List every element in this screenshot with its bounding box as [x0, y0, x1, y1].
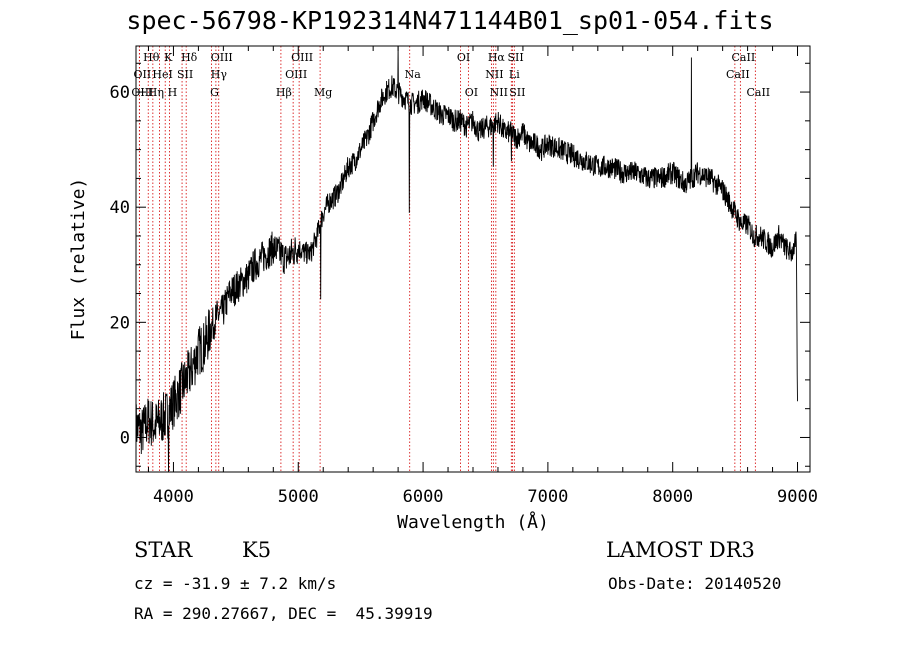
- obs-date: Obs-Date: 20140520: [608, 574, 782, 593]
- line-label-10: HeI: [152, 68, 172, 81]
- survey-label: LAMOST DR3: [606, 538, 755, 562]
- line-label-25: NII: [490, 86, 508, 99]
- line-label-23: Mg: [314, 86, 332, 99]
- y-tick-label-20: 20: [110, 313, 130, 333]
- line-label-0: Hθ: [143, 51, 160, 64]
- redshift-cz: cz = -31.9 ± 7.2 km/s: [134, 574, 337, 593]
- line-label-19: Hη: [148, 86, 164, 99]
- line-label-24: OI: [465, 86, 478, 99]
- line-label-15: NII: [485, 68, 503, 81]
- chart-title: spec-56798-KP192314N471144B01_sp01-054.f…: [126, 6, 774, 35]
- y-axis-label: Flux (relative): [68, 178, 89, 341]
- x-axis-label: Wavelength (Å): [397, 511, 549, 533]
- line-label-4: OIII: [291, 51, 313, 64]
- plot-frame: [135, 45, 811, 473]
- object-class: STAR: [134, 538, 193, 562]
- line-label-21: G: [210, 86, 219, 99]
- line-label-1: K: [164, 51, 173, 64]
- line-label-26: SII: [509, 86, 525, 99]
- line-label-9: OII: [134, 68, 152, 81]
- x-tick-label-9000: 9000: [777, 487, 818, 507]
- line-label-22: Hβ: [276, 86, 292, 99]
- x-tick-label-7000: 7000: [527, 487, 568, 507]
- object-subclass: K5: [242, 538, 272, 562]
- x-tick-label-6000: 6000: [403, 487, 444, 507]
- x-tick-label-4000: 4000: [153, 487, 194, 507]
- coordinates: RA = 290.27667, DEC = 45.39919: [134, 604, 433, 623]
- line-label-12: Hγ: [211, 68, 228, 81]
- line-label-2: Hδ: [181, 51, 198, 64]
- line-label-18: OIII: [131, 86, 153, 99]
- y-tick-label-0: 0: [120, 428, 130, 448]
- line-label-7: SII: [507, 51, 523, 64]
- line-label-6: Hα: [488, 51, 506, 64]
- line-label-3: OIII: [211, 51, 233, 64]
- y-tick-label-40: 40: [110, 198, 130, 218]
- line-label-16: Li: [509, 68, 520, 81]
- line-label-11: SII: [177, 68, 193, 81]
- line-label-17: CaII: [726, 68, 750, 81]
- line-label-5: OI: [457, 51, 470, 64]
- x-tick-label-5000: 5000: [278, 487, 319, 507]
- line-label-14: Na: [405, 68, 422, 81]
- line-label-13: OIII: [285, 68, 307, 81]
- line-label-8: CaII: [732, 51, 756, 64]
- line-label-27: CaII: [746, 86, 770, 99]
- line-label-20: H: [168, 86, 178, 99]
- y-tick-label-60: 60: [110, 83, 130, 103]
- flux-series: [135, 45, 798, 473]
- x-tick-label-8000: 8000: [652, 487, 693, 507]
